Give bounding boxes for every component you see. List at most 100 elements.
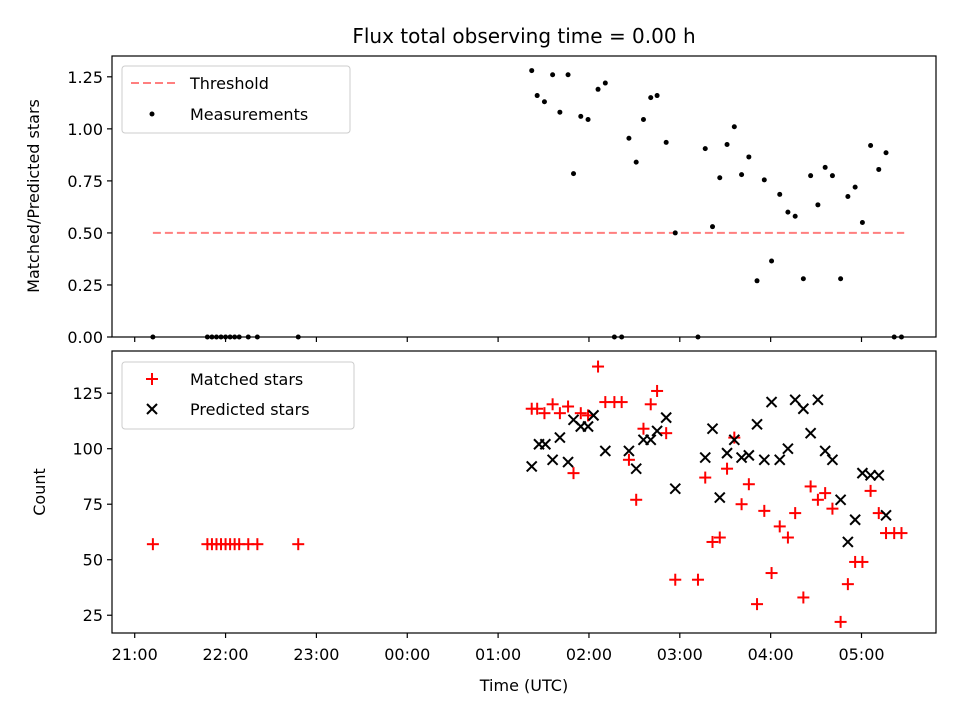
predicted-star-point [842,536,854,548]
measurement-point [815,202,821,208]
top-legend: Threshold Measurements [121,65,351,134]
top-panel: Flux total observing time = 0.00 h 0.00 0… [24,24,937,347]
legend-predicted-swatch [146,403,158,415]
matched-star-point [742,478,755,491]
bottom-y-axis-label: Count [30,468,49,516]
bottom-panel-marks [146,360,908,628]
measurement-point [829,173,835,179]
measurement-point [640,116,646,122]
predicted-star-point [864,469,877,482]
measurement-point [663,139,669,145]
predicted-star-point [728,434,741,446]
measurement-point [710,224,716,230]
top-legend-box [121,65,351,134]
predicted-star-point [789,394,801,406]
predicted-star-point [849,514,861,526]
measurement-point [557,109,563,115]
bottom-y-tick-label: 25 [83,606,103,625]
bottom-y-tick-label: 75 [83,495,103,514]
x-tick-label: 01:00 [475,645,521,664]
measurement-point [534,93,540,99]
predicted-star-point [562,456,574,468]
predicted-star-point [623,445,635,457]
measurement-point [852,184,858,190]
x-tick-label: 04:00 [748,645,794,664]
legend-measurements-swatch [149,111,155,117]
matched-star-point [713,531,726,544]
matched-star-point [592,360,605,373]
predicted-star-point [706,423,719,435]
measurement-point [541,99,547,105]
measurement-point [724,141,730,147]
measurement-point [633,159,639,165]
measurement-point [571,171,577,177]
matched-star-point [660,427,673,440]
measurement-point [792,213,798,219]
matched-star-point [773,520,786,533]
chart-title: Flux total observing time = 0.00 h [352,24,695,48]
measurement-point [838,276,844,282]
top-y-tick-label: 1.00 [67,120,103,139]
matched-star-point [721,462,734,475]
predicted-star-point [856,467,869,479]
matched-star-point [562,400,575,413]
matched-star-point [546,398,559,411]
predicted-star-point [819,445,831,457]
predicted-star-point [582,420,594,433]
measurement-point [808,173,814,179]
matched-star-point [804,480,817,493]
predicted-star-point [834,494,847,506]
matched-star-point [735,498,748,511]
measurement-point [565,72,571,78]
matched-star-point [651,384,664,397]
predicted-star-point [743,449,755,462]
measurement-point [746,154,752,160]
matched-star-point [622,453,635,466]
matched-star-point [781,531,794,544]
top-y-tick-label: 0.50 [67,224,103,243]
matched-star-point [538,407,551,420]
top-y-tick-label: 0.00 [67,328,103,347]
matched-star-point [834,615,847,628]
predicted-star-point [812,394,824,406]
predicted-star-point [526,460,538,473]
matched-star-point [797,591,810,604]
x-axis-label: Time (UTC) [479,676,568,695]
predicted-star-point [804,427,817,439]
top-y-tick-label: 0.25 [67,276,103,295]
measurement-point [731,124,737,130]
bottom-panel: 25 50 75 100 125 21:00 22:00 23:00 00:00 01:00 02:… [30,350,937,695]
x-tick-label: 05:00 [838,645,884,664]
matched-star-point [637,422,650,435]
matched-star-point [531,402,544,415]
bottom-y-tick-label: 50 [83,551,103,570]
matched-star-point [699,471,712,484]
measurement-point [578,113,584,119]
predicted-star-point [826,454,839,466]
predicted-star-point [735,451,748,464]
predicted-star-point [546,454,559,466]
matched-star-point [669,573,682,586]
predicted-star-point [880,509,892,522]
measurement-point [754,278,760,284]
legend-measurements-label: Measurements [190,105,308,124]
x-tick-label: 23:00 [293,645,339,664]
measurement-point [602,80,608,86]
predicted-star-point [797,403,810,415]
matched-star-point [751,598,764,611]
top-y-axis-label: Matched/Predicted stars [24,99,43,293]
bottom-plot-frame [111,350,937,634]
predicted-star-point [539,438,552,450]
predicted-star-point [751,418,763,430]
measurement-point [868,143,874,149]
legend-matched-swatch [146,373,158,385]
matched-star-point [292,538,305,551]
matched-star-point [582,409,595,422]
matched-star-point [856,555,869,568]
measurement-point [883,150,889,156]
predicted-star-point [554,431,566,444]
matched-star-point [819,487,832,500]
matched-star-point [251,538,264,551]
matched-star-point [644,398,657,411]
